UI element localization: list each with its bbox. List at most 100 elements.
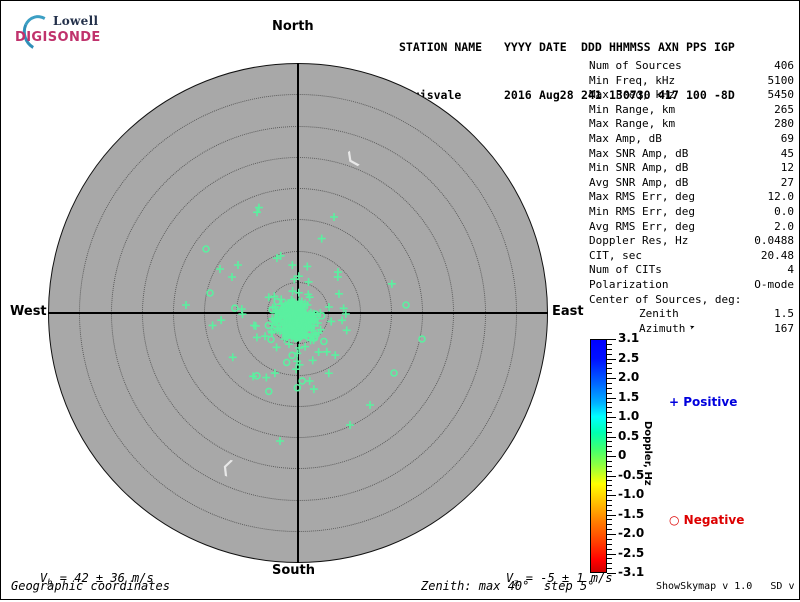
parameter-label: Azimuth ➤: [589, 322, 697, 338]
source-marker-positive: [252, 333, 261, 342]
colorbar-tick-major: [607, 358, 616, 360]
source-marker-positive: [276, 437, 284, 445]
source-marker-positive: [275, 327, 284, 336]
source-marker-negative: [402, 301, 410, 309]
source-marker-positive: [293, 333, 302, 342]
parameter-label: Max Amp, dB: [589, 131, 662, 145]
source-marker-negative: [273, 297, 281, 306]
source-marker-positive: [284, 300, 293, 309]
colorbar-tick-major: [607, 534, 616, 535]
parameter-value: 0.0: [774, 204, 794, 218]
parameter-value: 5100: [767, 73, 795, 87]
colorbar-tick-label: 2.0: [618, 370, 640, 384]
source-marker-positive: [273, 321, 282, 330]
source-marker-positive: [292, 318, 301, 327]
parameter-label: Min Freq, kHz: [589, 73, 676, 87]
source-marker-positive: [387, 279, 396, 288]
source-marker-negative: [293, 383, 302, 392]
source-marker-positive: [314, 348, 323, 357]
header-cell: DDD: [581, 40, 602, 54]
parameter-label: Avg SNR Amp, dB: [589, 175, 689, 189]
source-marker-negative: [264, 387, 273, 396]
source-marker-positive: [305, 376, 314, 385]
parameter-label: Max SNR Amp, dB: [589, 146, 689, 160]
source-marker-positive: [286, 314, 295, 323]
source-marker-positive: [268, 319, 277, 328]
source-marker-positive: [308, 315, 317, 324]
header-cell: HHMMSS: [609, 40, 651, 54]
parameter-label: Num of CITs: [589, 263, 662, 277]
source-marker-negative: [202, 245, 210, 253]
colorbar-tick-minor: [607, 363, 612, 365]
colorbar-ticks: [607, 337, 617, 575]
logo-lowell-text: Lowell: [53, 14, 99, 28]
header-cell: Aug28: [539, 88, 574, 102]
colorbar-tick-minor: [607, 431, 612, 433]
parameter-value: 0.0488: [754, 234, 794, 248]
colorbar-tick-label: 2.5: [618, 350, 640, 365]
colorbar-tick-minor: [607, 470, 612, 472]
colorbar-tick-minor: [607, 446, 612, 448]
parameter-value: 280: [774, 117, 794, 131]
source-marker-positive: [294, 304, 303, 313]
parameter-label: Polarization: [589, 277, 669, 291]
source-marker-negative: [298, 377, 307, 385]
parameter-label: Num of Sources: [589, 59, 682, 72]
parameter-value: 265: [774, 102, 794, 116]
colorbar-tick-minor: [607, 543, 612, 545]
source-marker-negative: [303, 322, 311, 330]
colorbar-tick-major: [607, 339, 616, 340]
source-marker-positive: [288, 261, 297, 270]
parameter-value: 27: [780, 175, 794, 189]
legend-positive: + Positive: [669, 395, 738, 409]
source-marker-positive: [311, 330, 320, 339]
colorbar-tick-label: 1.5: [618, 389, 640, 404]
parameter-row: Center of Sources, deg:: [589, 293, 794, 308]
source-marker-positive: [276, 251, 285, 260]
source-marker-positive: [276, 312, 285, 321]
source-marker-positive: [228, 353, 237, 362]
parameter-label: Doppler Res, Hz: [589, 234, 689, 248]
colorbar-tick-minor: [607, 548, 612, 550]
source-marker-positive: [254, 203, 263, 212]
colorbar-tick-major: [607, 573, 616, 574]
colorbar-tick-minor: [607, 519, 612, 521]
colorbar-tick-major: [607, 553, 616, 555]
source-marker-positive: [324, 369, 333, 378]
header-cell: DATE: [539, 40, 567, 54]
parameter-row: Max Amp, dB 69: [589, 132, 794, 147]
colorbar-tick-minor: [607, 402, 612, 404]
source-marker-positive: [304, 277, 313, 286]
parameter-label: Min Range, km: [589, 102, 676, 116]
source-marker-positive: [292, 365, 301, 374]
source-marker-negative: [231, 304, 239, 312]
parameter-label: Avg RMS Err, deg: [589, 219, 695, 233]
vz-subscript: z: [513, 578, 519, 589]
parameter-value: 4: [787, 263, 794, 277]
source-marker-positive: [272, 343, 281, 352]
source-marker-positive: [324, 302, 333, 311]
colorbar-tick-major: [607, 514, 616, 516]
source-marker-negative: [282, 310, 290, 319]
source-marker-positive: [341, 309, 350, 318]
colorbar-tick-minor: [607, 558, 612, 560]
header-cell: 417: [658, 88, 679, 102]
parameter-row: Min RMS Err, deg 0.0: [589, 205, 794, 220]
colorbar-tick-label: 0.5: [618, 428, 640, 443]
source-marker-positive: [268, 328, 277, 337]
source-marker-positive: [237, 305, 246, 314]
source-marker-positive: [296, 312, 305, 321]
vh-value: = 42 ± 36 m/s: [52, 571, 154, 585]
parameter-label: CIT, sec: [589, 248, 642, 262]
source-marker-positive: [295, 343, 304, 352]
source-marker-positive: [216, 265, 224, 273]
source-marker-positive: [270, 292, 279, 301]
direction-label-south: South: [272, 563, 316, 578]
source-marker-positive: [270, 369, 279, 378]
header-cell: STATION NAME: [399, 40, 483, 54]
source-marker-positive: [250, 321, 259, 330]
colorbar-tick-major: [607, 417, 616, 418]
source-marker-negative: [390, 369, 398, 377]
parameter-row: Avg RMS Err, deg 2.0: [589, 220, 794, 235]
source-marker-positive: [287, 332, 296, 341]
